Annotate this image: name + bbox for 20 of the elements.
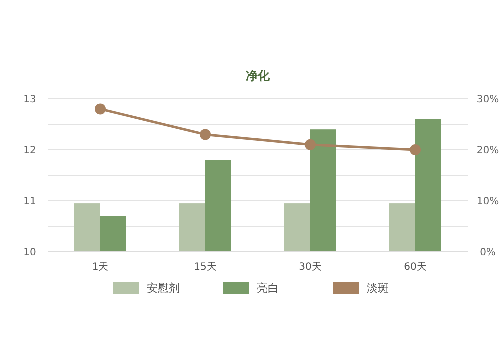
point [410,144,421,156]
y-tick-label: 11 [24,196,36,208]
legend-label: 安慰剂 [147,282,180,295]
legend-label: 亮白 [257,282,279,295]
y2-tick-label: 30% [476,94,500,106]
chart-title: 净化 [246,69,271,83]
y2-tick-label: 0% [480,248,496,258]
x-tick-label: 1天 [92,262,109,273]
x-tick-label: 15天 [194,262,217,273]
point [305,139,316,150]
x-tick-label: 30天 [299,262,322,273]
x-tick-label: 60天 [404,262,427,273]
y2-tick-label: 10% [476,196,500,208]
point [200,129,211,140]
y-tick-label: 12 [24,146,36,156]
point [95,104,106,115]
legend-label: 淡斑 [367,282,389,295]
y-tick-label: 10 [24,248,36,258]
y2-tick-label: 20% [476,146,500,156]
y-tick-label: 13 [24,94,36,106]
